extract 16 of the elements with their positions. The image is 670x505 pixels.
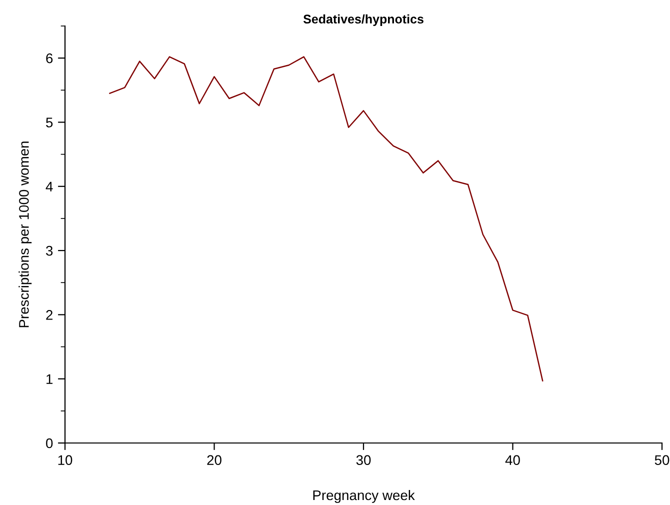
line-series	[109, 56, 544, 382]
y-tick-label: 6	[46, 53, 53, 64]
x-tick-label: 20	[207, 455, 222, 466]
y-tick-label: 0	[46, 438, 53, 448]
chart-title: Sedatives/hypnotics	[303, 14, 424, 26]
x-axis-title: Pregnancy week	[313, 490, 415, 503]
y-axis-title: Prescriptions per 1000 women	[18, 142, 32, 328]
y-tick-label: 2	[46, 310, 52, 320]
x-tick-label: 50	[654, 455, 670, 466]
y-tick-label: 3	[46, 246, 53, 256]
x-tick-label: 30	[356, 455, 371, 466]
y-tick-label: 1	[46, 374, 53, 384]
y-tick-label: 5	[46, 118, 53, 128]
x-tick-label: 40	[505, 455, 520, 466]
x-tick-label: 10	[58, 455, 72, 466]
y-tick-label: 4	[46, 182, 53, 192]
